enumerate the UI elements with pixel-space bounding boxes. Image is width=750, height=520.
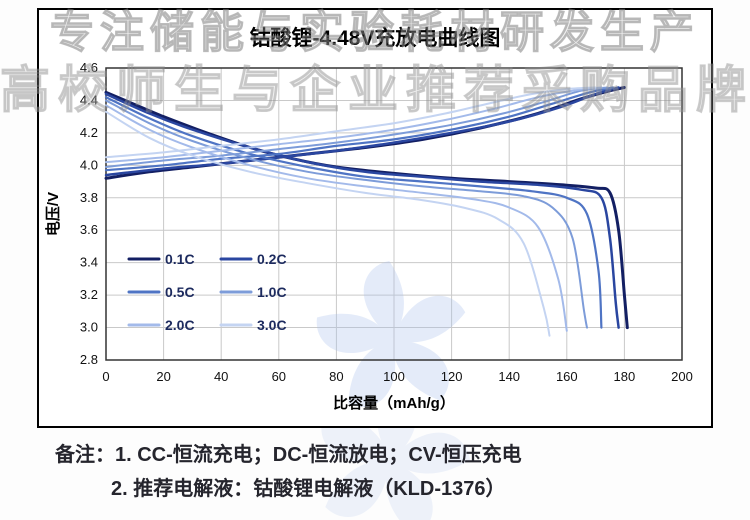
svg-text:120: 120: [441, 369, 463, 384]
svg-text:4.0: 4.0: [80, 157, 98, 172]
charge-discharge-chart: 0 20 40 60 80 100 120 140 160 180 200 2.8 3.0 3.2 3.4 3…: [44, 60, 693, 412]
note-line-1: 备注：1. CC-恒流充电；DC-恒流放电；CV-恒压充电: [55, 444, 522, 466]
chart-title: 钴酸锂-4.48V充放电曲线图: [249, 27, 501, 50]
svg-text:电压/V: 电压/V: [44, 192, 62, 236]
svg-text:3.2: 3.2: [80, 287, 98, 302]
svg-text:180: 180: [614, 369, 636, 384]
svg-text:3.4: 3.4: [80, 255, 98, 270]
svg-text:40: 40: [214, 369, 228, 384]
svg-text:0.2C: 0.2C: [257, 251, 287, 267]
svg-text:4.2: 4.2: [80, 125, 98, 140]
svg-text:4.6: 4.6: [80, 60, 98, 75]
svg-text:3.6: 3.6: [80, 222, 98, 237]
svg-text:比容量（mAh/g）: 比容量（mAh/g）: [333, 394, 455, 412]
svg-text:160: 160: [556, 369, 578, 384]
svg-text:0.5C: 0.5C: [165, 284, 195, 300]
svg-text:140: 140: [498, 369, 520, 384]
svg-text:3.0C: 3.0C: [257, 317, 287, 333]
svg-text:80: 80: [329, 369, 343, 384]
svg-text:20: 20: [156, 369, 170, 384]
svg-text:3.0: 3.0: [80, 320, 98, 335]
svg-text:4.4: 4.4: [80, 92, 98, 107]
svg-text:1.0C: 1.0C: [257, 284, 287, 300]
svg-text:3.8: 3.8: [80, 190, 98, 205]
notes: 备注：1. CC-恒流充电；DC-恒流放电；CV-恒压充电 2. 推荐电解液：钴…: [55, 438, 522, 506]
svg-text:2.8: 2.8: [80, 352, 98, 367]
chart-card: 钴酸锂-4.48V充放电曲线图 0 20 40 60 80 100 120 140 160 180…: [37, 8, 713, 428]
svg-text:100: 100: [383, 369, 405, 384]
svg-text:200: 200: [671, 369, 693, 384]
svg-text:60: 60: [272, 369, 286, 384]
svg-text:0: 0: [102, 369, 109, 384]
note-line-2: 2. 推荐电解液：钴酸锂电解液（KLD-1376）: [111, 478, 506, 500]
svg-text:2.0C: 2.0C: [165, 317, 195, 333]
svg-text:0.1C: 0.1C: [165, 251, 195, 267]
